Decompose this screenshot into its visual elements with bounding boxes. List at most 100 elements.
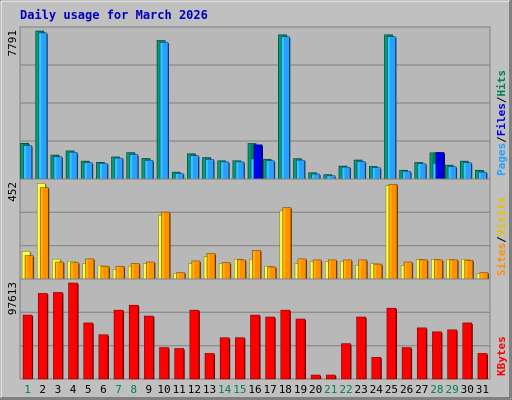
bar-visits-sites-30 (464, 260, 474, 280)
bar-visits-sites-5 (85, 258, 95, 280)
x-tick-30: 30 (461, 383, 474, 396)
bar-kbytes-kbytes-14 (219, 337, 231, 380)
panel-kbytes-axis-label-part-0: KBytes (495, 336, 508, 376)
bar-kbytes-kbytes-15 (235, 337, 246, 380)
bar-visits-sites-13 (206, 253, 217, 280)
bar-hits-files-14 (220, 161, 230, 180)
bar-hits-files-5 (83, 162, 94, 180)
x-tick-11: 11 (173, 383, 186, 396)
bar-kbytes-kbytes-8 (128, 304, 140, 380)
x-tick-19: 19 (294, 383, 307, 396)
x-tick-12: 12 (188, 383, 201, 396)
x-tick-26: 26 (400, 383, 413, 396)
bar-visits-sites-22 (343, 259, 353, 280)
x-tick-4: 4 (70, 383, 77, 396)
panel-visits-axis-label-part-1: / (495, 236, 508, 243)
bar-kbytes-kbytes-28 (432, 331, 443, 380)
bar-hits-files-4 (68, 152, 79, 180)
bar-hits-files-11 (174, 173, 185, 180)
bar-hits-files-21 (326, 175, 336, 180)
x-tick-20: 20 (309, 383, 322, 396)
bar-kbytes-kbytes-20 (310, 374, 322, 380)
x-tick-24: 24 (370, 383, 384, 396)
x-tick-6: 6 (100, 383, 107, 396)
bar-kbytes-kbytes-31 (477, 353, 488, 380)
x-tick-22: 22 (339, 383, 352, 396)
panel-hits-max-label: 7791 (6, 30, 19, 57)
bar-kbytes-kbytes-22 (341, 343, 352, 380)
bar-hits-files-23 (356, 161, 367, 180)
bar-kbytes-kbytes-18 (280, 309, 291, 380)
panel-visits-axis-label-part-0: Sites (495, 243, 508, 276)
bar-visits-sites-29 (449, 259, 459, 280)
bar-hits-pages-28 (435, 152, 445, 180)
bar-kbytes-kbytes-13 (204, 353, 216, 380)
panel-hits-axis-label-part-4: Hits (495, 70, 508, 97)
bar-visits-sites-3 (55, 261, 65, 280)
bar-kbytes-kbytes-21 (326, 374, 337, 380)
bar-hits-files-31 (478, 171, 488, 180)
bar-hits-files-17 (265, 160, 276, 180)
bar-kbytes-kbytes-9 (144, 315, 155, 380)
bar-hits-files-24 (371, 167, 382, 180)
bar-kbytes-kbytes-4 (68, 282, 79, 380)
x-tick-28: 28 (430, 383, 443, 396)
x-tick-1: 1 (24, 383, 31, 396)
bar-visits-sites-24 (373, 263, 383, 280)
x-tick-7: 7 (115, 383, 122, 396)
x-tick-8: 8 (130, 383, 137, 396)
bar-kbytes-kbytes-10 (159, 347, 170, 380)
x-tick-31: 31 (476, 383, 489, 396)
bar-hits-files-15 (235, 161, 245, 180)
bar-visits-sites-7 (115, 265, 126, 280)
bar-kbytes-kbytes-2 (37, 293, 49, 380)
bar-visits-sites-31 (479, 272, 489, 280)
bar-kbytes-kbytes-11 (174, 348, 185, 380)
panel-hits-axis-label: Pages/Files/Hits (495, 70, 508, 176)
x-tick-17: 17 (264, 383, 277, 396)
bar-visits-sites-4 (70, 262, 80, 280)
bar-visits-sites-10 (161, 211, 171, 280)
bar-visits-sites-9 (146, 261, 156, 280)
bar-hits-files-20 (311, 173, 321, 180)
bar-kbytes-kbytes-19 (295, 318, 306, 380)
bar-kbytes-kbytes-23 (356, 316, 367, 380)
x-tick-29: 29 (445, 383, 458, 396)
panel-visits-max-label: 452 (6, 182, 19, 202)
chart-title: Daily usage for March 2026 (20, 8, 208, 22)
panel-hits-axis-label-part-2: Files (495, 103, 508, 136)
bar-hits-files-22 (341, 166, 351, 180)
bar-hits-pages-16 (253, 144, 263, 180)
x-tick-10: 10 (157, 383, 170, 396)
bar-visits-sites-8 (130, 263, 141, 280)
bar-hits-files-12 (190, 155, 200, 180)
bar-visits-sites-19 (297, 258, 307, 280)
bar-visits-sites-25 (388, 183, 398, 280)
x-tick-23: 23 (355, 383, 368, 396)
bar-kbytes-kbytes-5 (83, 322, 94, 380)
bar-visits-sites-23 (358, 259, 368, 280)
bar-visits-sites-21 (328, 259, 338, 280)
bar-hits-files-2 (38, 32, 48, 180)
bar-kbytes-kbytes-17 (265, 316, 276, 380)
x-tick-25: 25 (385, 383, 398, 396)
bar-kbytes-kbytes-16 (250, 314, 261, 380)
bar-hits-files-19 (296, 159, 306, 180)
panel-kbytes-axis-label: KBytes (495, 336, 508, 376)
panel-kbytes: 97613 KBytes (6, 278, 508, 380)
panel-visits-axis-label-part-2: Visits (495, 197, 508, 237)
bar-kbytes-kbytes-25 (386, 307, 397, 380)
panel-hits: 7791 Pages/Files/Hits (6, 26, 508, 180)
x-tick-labels: 1 2 3 4 5 6 7 8 9 10 11 12 13 14 15 16 17 18 19 20 21 22 23 24 2… (24, 383, 489, 396)
bar-hits-files-29 (447, 166, 458, 180)
bar-visits-sites-1 (24, 255, 35, 280)
bar-kbytes-kbytes-3 (53, 292, 64, 380)
x-tick-14: 14 (218, 383, 232, 396)
x-tick-18: 18 (279, 383, 292, 396)
panel-visits-axis-label: Sites/Visits (495, 197, 508, 277)
bar-kbytes-kbytes-12 (189, 309, 200, 380)
bar-kbytes-kbytes-29 (447, 329, 458, 380)
bar-kbytes-kbytes-1 (22, 314, 34, 380)
bar-visits-sites-18 (282, 207, 292, 280)
x-tick-5: 5 (85, 383, 92, 396)
